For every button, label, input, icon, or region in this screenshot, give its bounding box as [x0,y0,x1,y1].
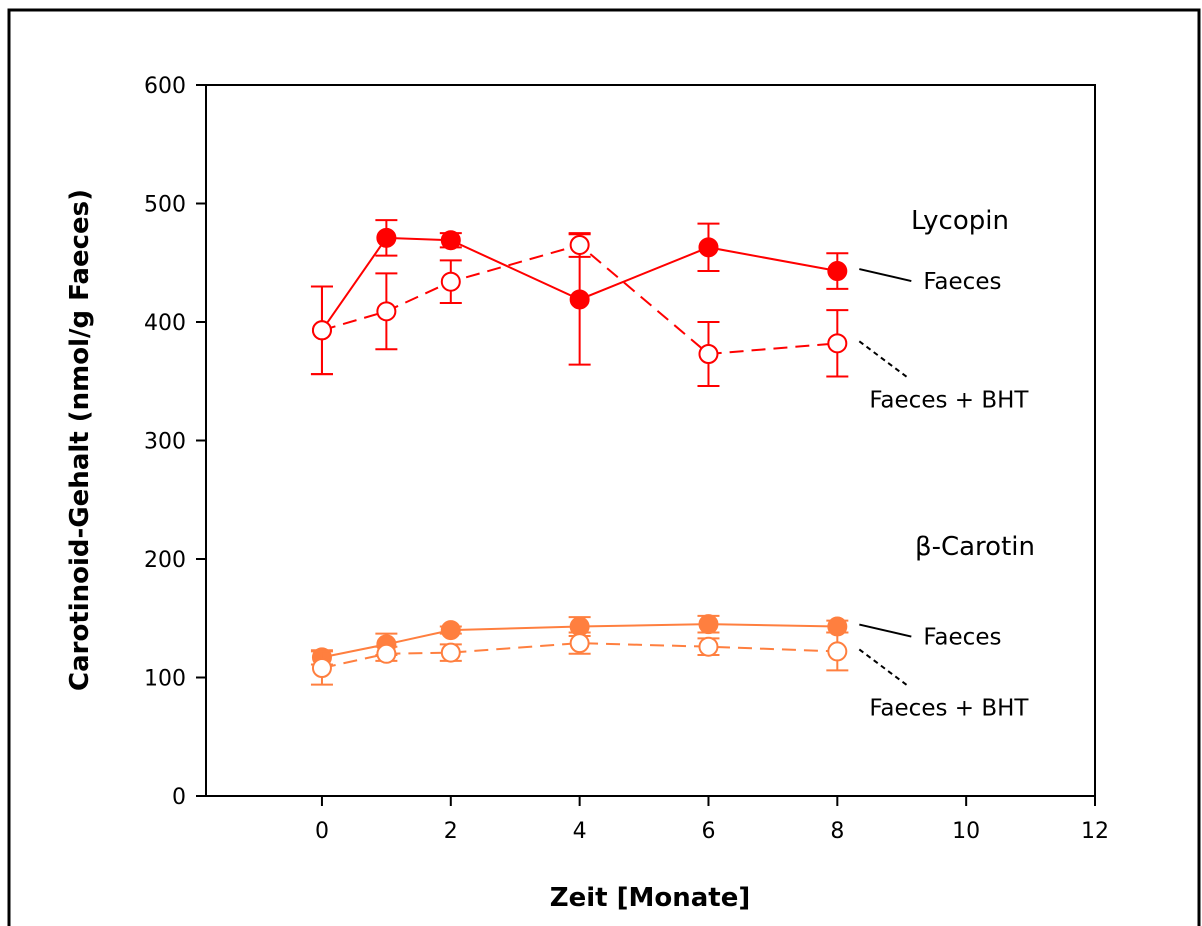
y-tick-label: 0 [172,785,186,810]
data-point [376,301,397,322]
data-point [376,643,397,664]
figure-border [7,8,1201,926]
lycopin-label: Lycopin [911,206,1009,236]
annotation-leader [858,648,908,687]
x-tick-label: 6 [701,819,715,844]
data-point [698,343,719,364]
data-point [827,333,848,354]
x-tick-label: 12 [1081,819,1109,844]
y-tick-label: 400 [144,311,186,336]
x-axis-title: Zeit [Monate] [550,883,751,913]
data-point [698,636,719,657]
data-point [569,234,590,255]
annotation-leader [859,623,912,638]
data-point [440,620,461,641]
x-axis: 0 2 4 6 8 10 12 [315,796,1109,844]
plot-area [205,84,1096,797]
data-point [698,237,719,258]
x-tick-label: 0 [315,819,329,844]
series-lycopin-faeces-bht [310,232,849,387]
annotation-leader [859,268,912,283]
annotation-layer: Faeces Faeces + BHT Faeces Faeces + BHT [858,268,1029,721]
series-line [321,642,838,669]
x-tick-label: 10 [952,819,980,844]
y-tick-label: 200 [144,548,186,573]
carotin-label: β-Carotin [915,532,1035,562]
data-point [569,289,590,310]
series-line [321,236,838,331]
data-point [440,230,461,251]
y-tick-label: 600 [144,74,186,99]
series-carotin-faeces-bht [310,631,849,686]
data-point [311,320,332,341]
annotation-leader [858,340,908,379]
series-annotation: Faeces [923,625,1001,651]
series-line [321,243,838,356]
y-tick-label: 300 [144,430,186,455]
data-point [440,271,461,292]
data-point [569,633,590,654]
y-axis: 0 100 200 300 400 500 600 [144,74,206,810]
data-point [827,641,848,662]
series-lycopin-faeces [310,219,849,376]
y-tick-label: 100 [144,667,186,692]
series-annotation: Faeces [923,269,1001,295]
data-point [698,614,719,635]
series-annotation: Faeces + BHT [869,695,1029,721]
x-tick-label: 2 [444,819,458,844]
series-layer [310,219,849,686]
y-tick-label: 500 [144,193,186,218]
y-axis-title: Carotinoid-Gehalt (nmol/g Faeces) [65,189,95,691]
x-tick-label: 8 [830,819,844,844]
data-point [440,642,461,663]
x-tick-label: 4 [573,819,587,844]
data-point [376,227,397,248]
data-point [827,261,848,282]
series-annotation: Faeces + BHT [869,387,1029,413]
data-point [311,658,332,679]
